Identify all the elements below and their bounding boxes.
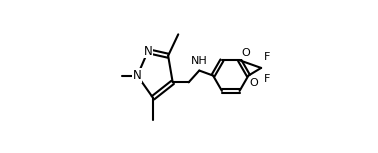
Text: O: O <box>250 78 259 88</box>
Text: N: N <box>144 45 152 58</box>
Text: O: O <box>241 48 250 58</box>
Text: F: F <box>264 74 271 84</box>
Text: F: F <box>264 52 271 62</box>
Text: N: N <box>133 69 142 82</box>
Text: NH: NH <box>191 56 208 66</box>
